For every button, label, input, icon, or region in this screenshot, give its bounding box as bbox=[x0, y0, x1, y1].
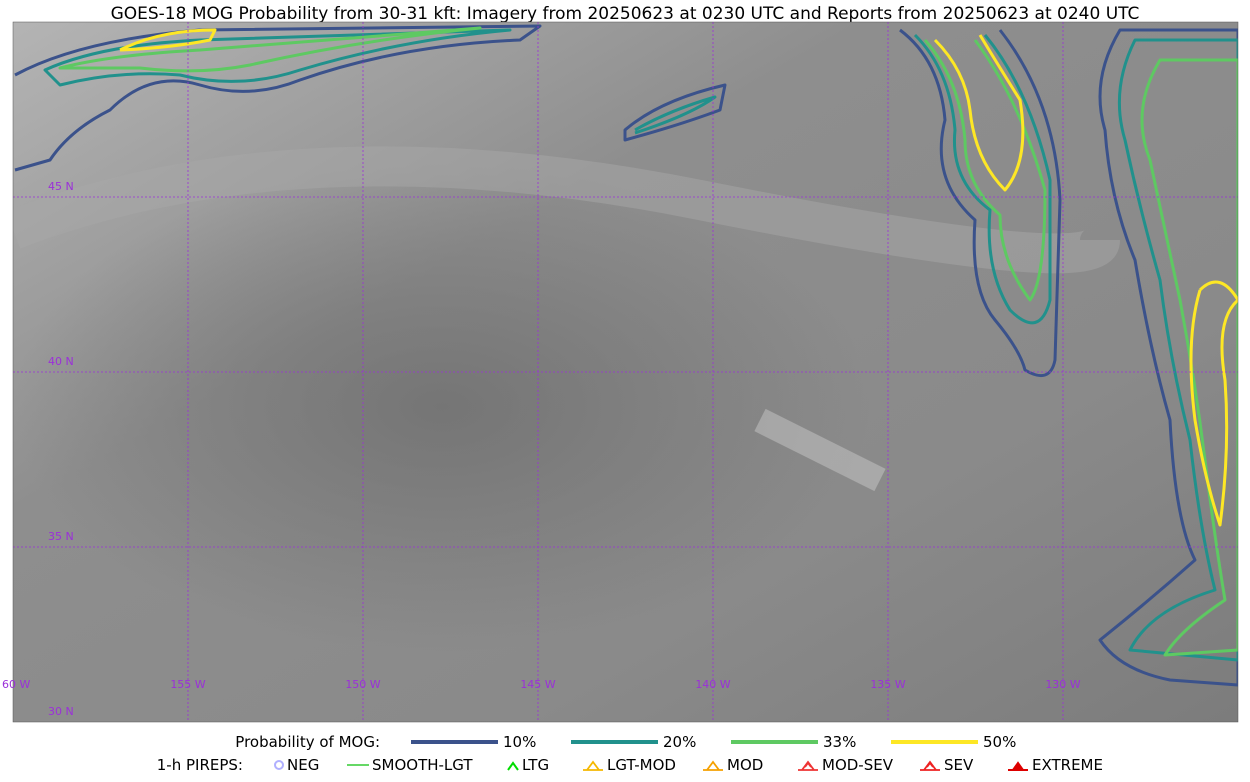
lon-label: 140 W bbox=[695, 678, 730, 691]
legend-title: Probability of MOG: bbox=[235, 733, 380, 751]
pirep-label: MOD bbox=[727, 756, 763, 774]
cloud-patch bbox=[754, 408, 886, 492]
pirep-icon bbox=[583, 760, 603, 771]
pirep-icon bbox=[507, 761, 519, 771]
map-frame bbox=[12, 21, 1239, 723]
lon-label: 60 W bbox=[2, 678, 30, 691]
pirep-icon bbox=[1008, 761, 1028, 771]
pirep-label: LTG bbox=[522, 756, 549, 774]
pireps-title: 1-h PIREPS: bbox=[157, 756, 243, 774]
legend-label: 20% bbox=[663, 733, 696, 751]
title: GOES-18 MOG Probability from 30-31 kft: … bbox=[111, 4, 1140, 24]
lon-label: 130 W bbox=[1045, 678, 1080, 691]
pirep-icon bbox=[798, 760, 818, 771]
pirep-icon bbox=[920, 760, 940, 771]
pirep-label: LGT-MOD bbox=[607, 756, 676, 774]
cloud-band bbox=[13, 146, 1120, 274]
pirep-label: MOD-SEV bbox=[822, 756, 894, 774]
legend-label: 10% bbox=[503, 733, 536, 751]
lat-label: 35 N bbox=[48, 530, 74, 543]
pirep-label: NEG bbox=[287, 756, 319, 774]
map bbox=[13, 22, 1238, 722]
legend: Probability of MOG: 10% 20% 33% 50% 1-h PIREP… bbox=[157, 733, 1103, 774]
lon-label: 135 W bbox=[870, 678, 905, 691]
lon-label: 150 W bbox=[345, 678, 380, 691]
lat-label: 40 N bbox=[48, 355, 74, 368]
pirep-icon bbox=[274, 760, 284, 770]
legend-label: 50% bbox=[983, 733, 1016, 751]
pirep-label: SMOOTH-LGT bbox=[372, 756, 473, 774]
pirep-icon bbox=[703, 760, 723, 771]
lon-label: 145 W bbox=[520, 678, 555, 691]
pirep-label: SEV bbox=[944, 756, 974, 774]
pirep-label: EXTREME bbox=[1032, 756, 1103, 774]
lat-label: 30 N bbox=[48, 705, 74, 718]
lon-label: 155 W bbox=[170, 678, 205, 691]
lat-label: 45 N bbox=[48, 180, 74, 193]
legend-label: 33% bbox=[823, 733, 856, 751]
graticule bbox=[13, 22, 1238, 722]
